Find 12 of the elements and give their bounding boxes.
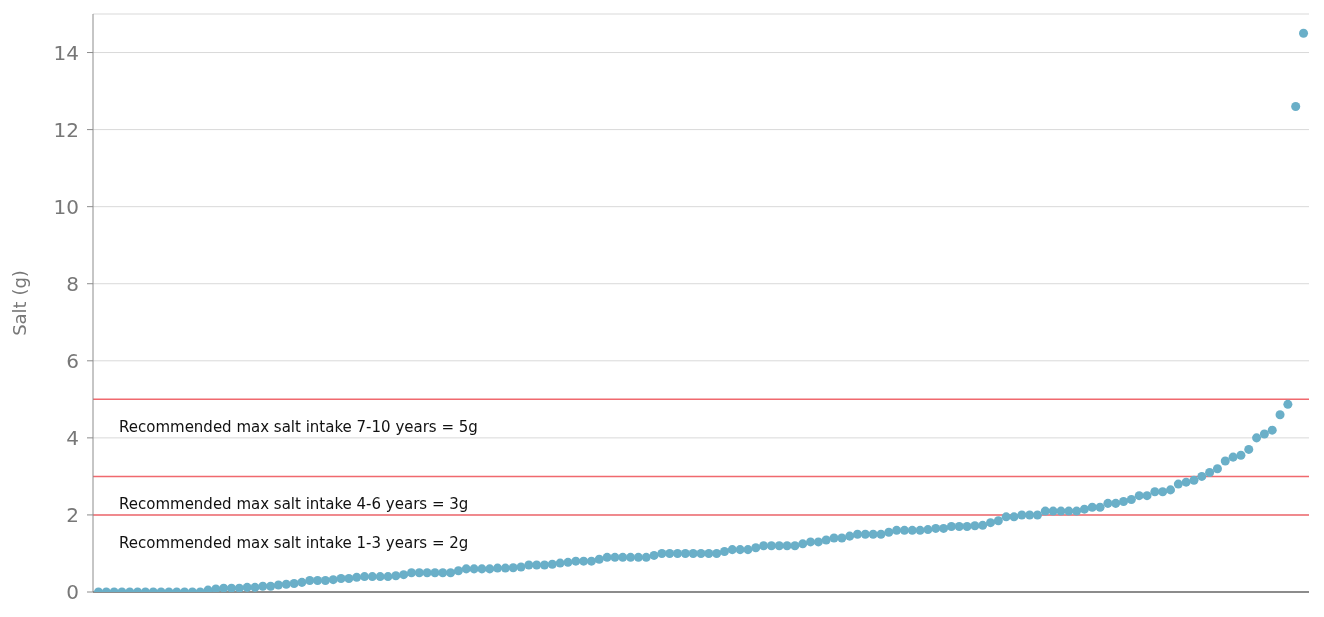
y-tick-label: 2 [66, 503, 79, 528]
ref-line-label: Recommended max salt intake 7-10 years = 5g [119, 418, 478, 437]
y-tick-label: 14 [53, 40, 79, 65]
y-tick-label: 8 [66, 271, 79, 296]
y-tick-label: 6 [66, 348, 79, 373]
ref-line-label: Recommended max salt intake 1-3 years = 2g [119, 533, 469, 552]
y-tick-label: 10 [53, 194, 79, 219]
ref-line-label: Recommended max salt intake 4-6 years = 3g [119, 495, 469, 514]
y-tick-label: 0 [66, 580, 79, 605]
y-tick-label: 12 [53, 117, 79, 142]
y-tick-label: 4 [66, 425, 79, 450]
y-axis-title: Salt (g) [9, 270, 31, 336]
